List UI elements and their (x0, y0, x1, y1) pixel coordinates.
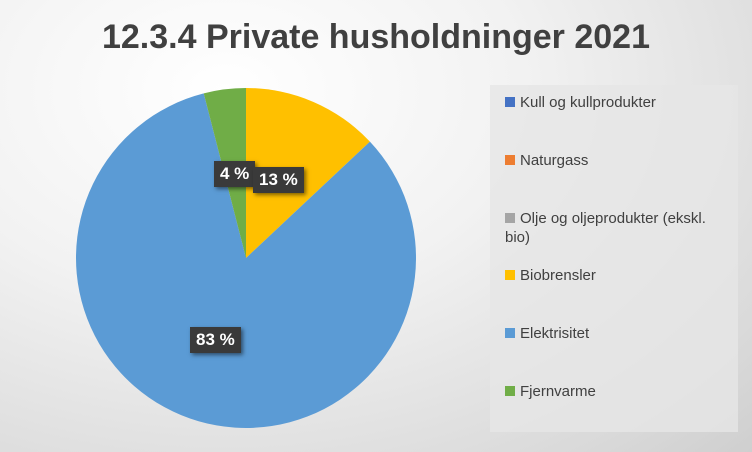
legend-swatch (505, 386, 515, 396)
legend-label: Naturgass (520, 152, 589, 169)
data-label-biobrensler: 13 % (253, 167, 304, 193)
legend-item-biobrensler: Biobrensler (505, 266, 735, 285)
legend-swatch (505, 213, 515, 223)
legend-label: Kull og kullprodukter (520, 94, 656, 111)
legend-item-olje: Olje og oljeprodukter (ekskl. bio) (505, 209, 735, 247)
legend-swatch (505, 155, 515, 165)
data-label-elektrisitet: 83 % (190, 327, 241, 353)
data-label-fjernvarme: 4 % (214, 161, 256, 187)
legend-label: Olje og oljeprodukter (ekskl. bio) (505, 210, 706, 246)
chart-title: 12.3.4 Private husholdninger 2021 (101, 18, 650, 56)
legend-label: Elektrisitet (520, 325, 590, 342)
legend-swatch (505, 328, 515, 338)
legend-item-kull: Kull og kullprodukter (505, 93, 735, 112)
legend-label: Biobrensler (520, 267, 596, 284)
legend-swatch (505, 97, 515, 107)
legend-item-elektrisitet: Elektrisitet (505, 324, 735, 343)
pie-slice-4 (75, 93, 416, 429)
legend: Kull og kullprodukter Naturgass Olje og … (490, 85, 738, 432)
legend-item-naturgass: Naturgass (505, 151, 735, 170)
legend-item-fjernvarme: Fjernvarme (505, 382, 735, 401)
pie-slice-3 (246, 88, 370, 258)
legend-label: Fjernvarme (520, 383, 596, 400)
legend-swatch (505, 270, 515, 280)
